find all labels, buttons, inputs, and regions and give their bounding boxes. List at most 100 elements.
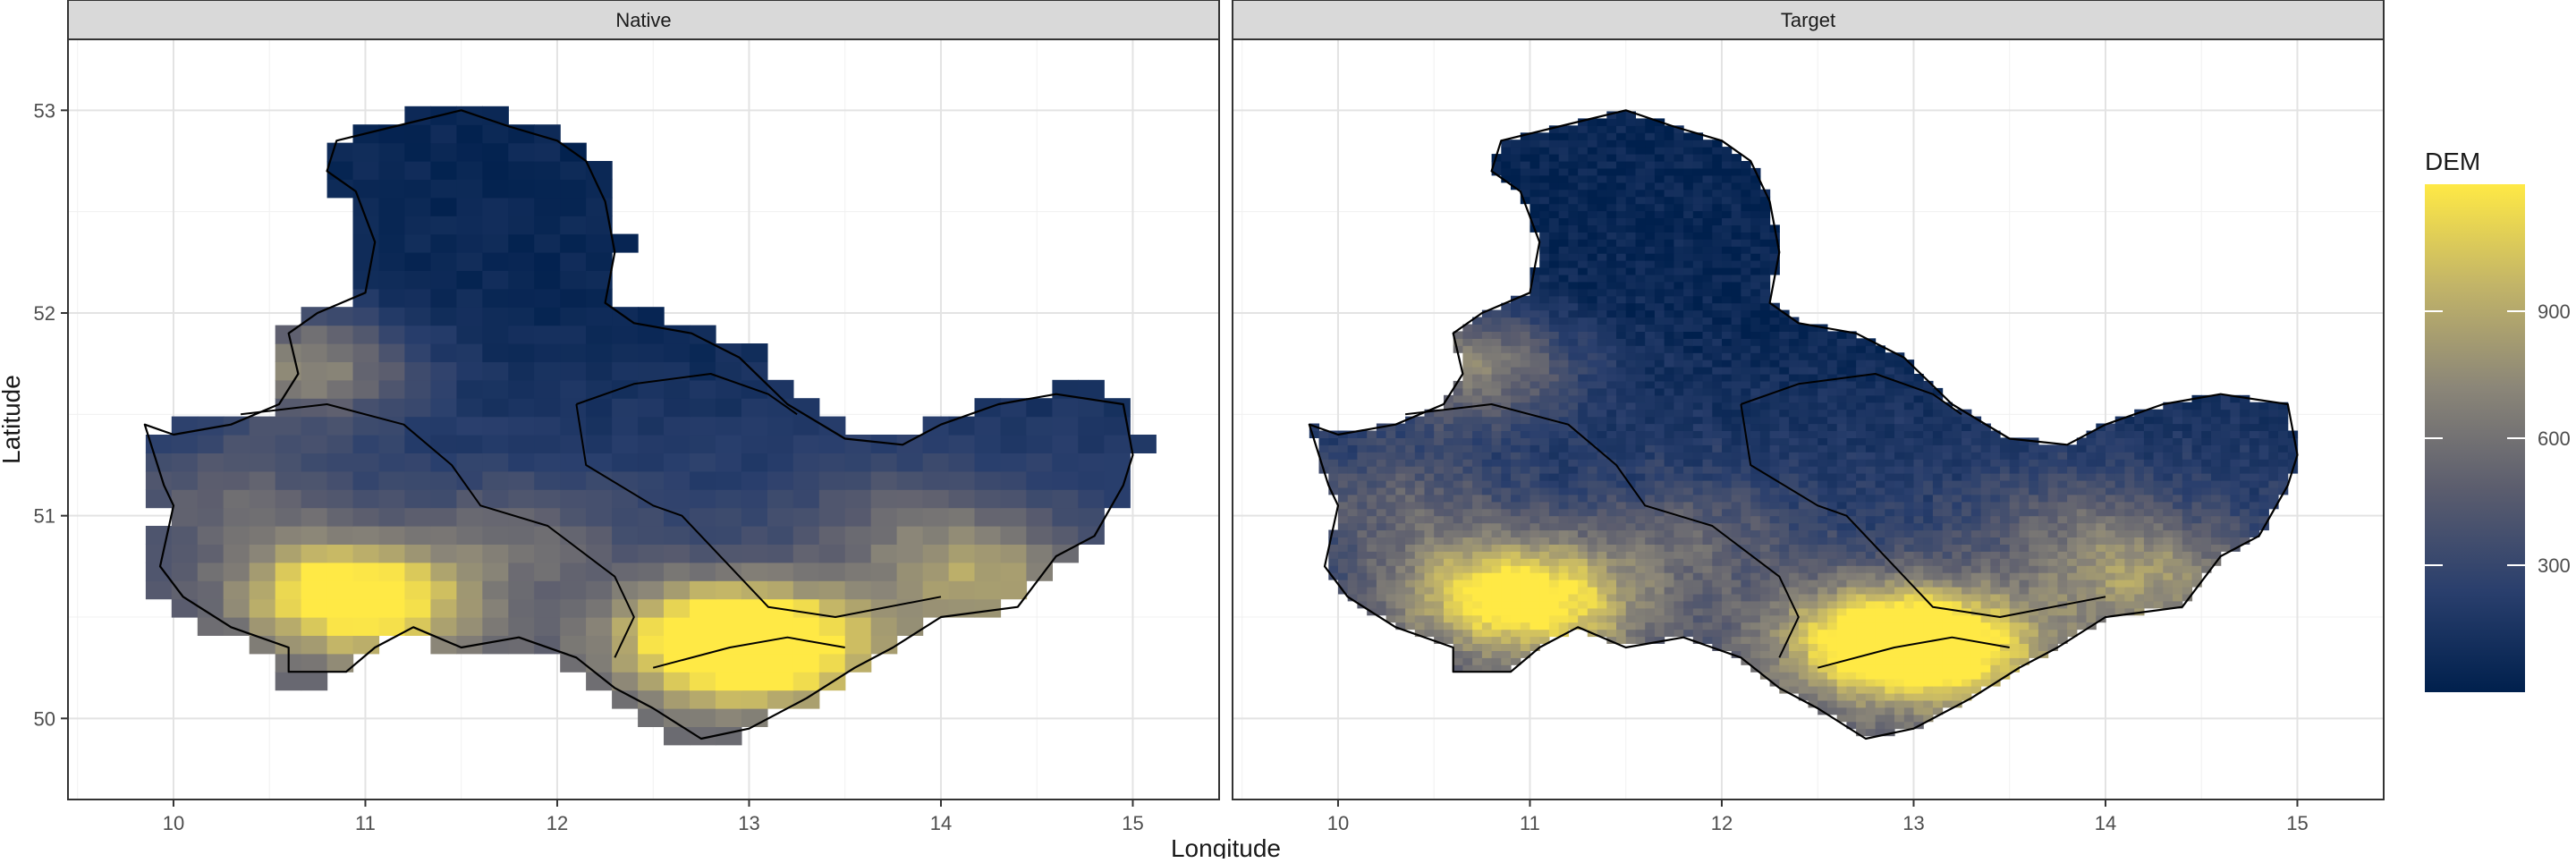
raster-cell — [2124, 565, 2134, 573]
raster-cell — [2268, 431, 2278, 439]
raster-cell — [1462, 608, 1472, 616]
raster-cell — [2182, 587, 2192, 595]
raster-cell — [1616, 615, 1626, 623]
raster-cell — [1453, 473, 1463, 481]
raster-cell — [560, 489, 587, 508]
raster-cell — [1827, 644, 1837, 652]
raster-cell — [1597, 622, 1607, 630]
raster-cell — [1789, 495, 1799, 503]
raster-cell — [198, 489, 225, 508]
raster-cell — [1597, 267, 1607, 275]
raster-cell — [612, 435, 639, 453]
raster-cell — [1809, 558, 1818, 566]
raster-cell — [146, 544, 173, 563]
raster-cell — [1001, 580, 1028, 599]
raster-cell — [1597, 232, 1607, 240]
raster-cell — [2259, 452, 2269, 460]
raster-cell — [1741, 565, 1750, 573]
raster-cell — [456, 198, 483, 216]
raster-cell — [1933, 544, 1943, 552]
raster-cell — [1453, 601, 1463, 609]
raster-cell — [1722, 580, 1732, 588]
raster-cell — [1674, 410, 1683, 418]
raster-cell — [1885, 537, 1894, 546]
raster-cell — [1914, 657, 1924, 665]
raster-cell — [1952, 551, 1962, 559]
raster-cell — [1434, 544, 1444, 552]
raster-cell — [1846, 338, 1856, 346]
raster-cell — [1856, 707, 1866, 715]
raster-cell — [1827, 615, 1837, 623]
raster-cell — [353, 599, 380, 618]
raster-cell — [1712, 480, 1722, 488]
raster-cell — [2259, 444, 2269, 453]
raster-cell — [1521, 360, 1530, 368]
raster-cell — [1990, 580, 2000, 588]
raster-cell — [1837, 516, 1847, 524]
raster-cell — [1856, 679, 1866, 687]
raster-cell — [1530, 502, 1540, 510]
raster-cell — [2163, 437, 2173, 445]
raster-cell — [250, 544, 276, 563]
raster-cell — [1616, 417, 1626, 425]
raster-cell — [1885, 715, 1894, 723]
raster-cell — [923, 435, 950, 453]
raster-cell — [1606, 232, 1616, 240]
raster-cell — [1923, 644, 1933, 652]
raster-cell — [1521, 530, 1530, 538]
raster-cell — [1885, 459, 1894, 467]
raster-cell — [1616, 410, 1626, 418]
raster-cell — [2124, 523, 2134, 531]
raster-cell — [1933, 587, 1943, 595]
raster-cell — [1472, 367, 1482, 375]
raster-cell — [1655, 601, 1665, 609]
raster-cell — [2038, 487, 2048, 495]
raster-cell — [1492, 360, 1502, 368]
raster-cell — [767, 489, 794, 508]
raster-cell — [1482, 395, 1492, 403]
raster-cell — [1530, 530, 1540, 538]
raster-cell — [1981, 530, 1991, 538]
raster-cell — [1943, 551, 1953, 559]
raster-cell — [1683, 544, 1693, 552]
raster-cell — [379, 361, 406, 380]
raster-cell — [2048, 558, 2058, 566]
raster-cell — [1703, 345, 1713, 353]
raster-cell — [1645, 338, 1655, 346]
raster-cell — [2096, 544, 2106, 552]
raster-cell — [1501, 444, 1511, 453]
raster-cell — [1809, 417, 1818, 425]
raster-cell — [1885, 530, 1894, 538]
raster-cell — [1885, 466, 1894, 474]
raster-cell — [2240, 516, 2250, 524]
raster-cell — [1521, 325, 1530, 333]
raster-cell — [1674, 444, 1683, 453]
raster-cell — [1846, 502, 1856, 510]
raster-cell — [1453, 608, 1463, 616]
raster-cell — [1386, 495, 1396, 503]
raster-cell — [1914, 459, 1924, 467]
raster-cell — [1722, 480, 1732, 488]
raster-cell — [1683, 509, 1693, 517]
raster-cell — [2182, 431, 2192, 439]
raster-cell — [1357, 480, 1367, 488]
raster-cell — [1492, 530, 1502, 538]
raster-cell — [2106, 459, 2115, 467]
raster-cell — [1606, 275, 1616, 283]
raster-cell — [1894, 679, 1904, 687]
raster-cell — [2144, 580, 2154, 588]
raster-cell — [1462, 587, 1472, 595]
raster-cell — [664, 326, 691, 344]
raster-cell — [430, 106, 457, 125]
raster-cell — [1655, 551, 1665, 559]
raster-cell — [1492, 516, 1502, 524]
raster-cell — [1846, 664, 1856, 673]
raster-cell — [2048, 516, 2058, 524]
raster-cell — [1616, 558, 1626, 566]
raster-cell — [1462, 388, 1472, 396]
raster-cell — [1645, 417, 1655, 425]
raster-cell — [1876, 700, 1885, 708]
raster-cell — [1750, 480, 1760, 488]
raster-cell — [1732, 587, 1741, 595]
raster-cell — [1415, 431, 1425, 439]
